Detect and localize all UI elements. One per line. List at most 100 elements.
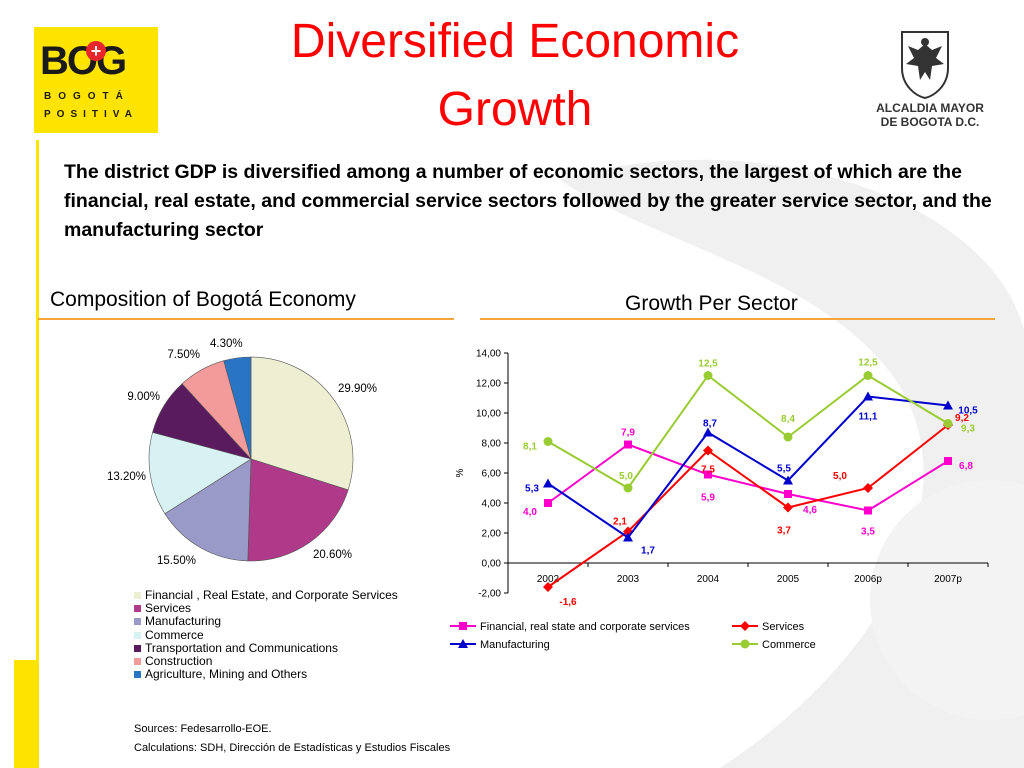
data-label: 5,0 bbox=[619, 471, 633, 482]
line-legend-item: Commerce bbox=[732, 639, 816, 651]
series-0: 4,0 7,9 5,9 4,6 3,5 6,8 bbox=[523, 428, 973, 538]
data-label: 8,4 bbox=[781, 414, 795, 425]
logo-text: BOG bbox=[40, 39, 127, 83]
data-point bbox=[783, 502, 793, 513]
y-tick-label: 0,00 bbox=[482, 559, 502, 570]
title-line2: Growth bbox=[437, 83, 593, 136]
data-label: 11,1 bbox=[859, 412, 878, 423]
data-point bbox=[543, 582, 553, 592]
logo-plus-icon: + bbox=[86, 41, 106, 61]
intro-paragraph: The district GDP is diversified among a … bbox=[64, 161, 992, 241]
pie-legend-swatch bbox=[134, 618, 141, 626]
y-axis-label: % bbox=[455, 468, 466, 477]
data-label: 8,1 bbox=[523, 442, 537, 453]
data-label: -1,6 bbox=[559, 597, 577, 608]
data-point bbox=[703, 371, 713, 380]
data-point bbox=[864, 506, 872, 515]
logo-line1: BOGOTÁ bbox=[44, 91, 130, 102]
pie-slice-label: 13.20% bbox=[107, 471, 146, 483]
pie-legend-item: Construction bbox=[134, 654, 398, 668]
line-section-title: Growth Per Sector bbox=[625, 292, 798, 315]
line-legend-item: Manufacturing bbox=[450, 639, 550, 651]
alcaldia-line1: ALCALDIA MAYOR bbox=[876, 101, 984, 115]
data-label: 12,5 bbox=[698, 359, 718, 370]
legend-label: Services bbox=[762, 621, 805, 633]
data-point bbox=[783, 475, 793, 485]
alcaldia-line2: DE BOGOTA D.C. bbox=[880, 115, 980, 129]
y-tick-label: 6,00 bbox=[482, 469, 502, 480]
data-point bbox=[863, 483, 873, 493]
pie-legend-item: Financial , Real Estate, and Corporate S… bbox=[134, 588, 398, 602]
pie-legend-item: Agriculture, Mining and Others bbox=[134, 668, 398, 681]
data-point bbox=[704, 470, 712, 479]
pie-section-rule bbox=[38, 318, 454, 320]
y-tick-label: 4,00 bbox=[482, 499, 502, 510]
y-tick-label: 14,00 bbox=[476, 349, 501, 360]
line-legend-item: Services bbox=[732, 621, 805, 633]
data-label: 2,1 bbox=[613, 517, 627, 528]
series-line bbox=[547, 443, 949, 512]
pie-legend-swatch bbox=[134, 605, 141, 613]
legend-label: Manufacturing bbox=[480, 639, 550, 651]
data-point bbox=[623, 532, 633, 542]
pie-legend-label: Manufacturing bbox=[145, 614, 222, 629]
y-tick-label: 12,00 bbox=[476, 379, 501, 390]
logo-line2: POSITIVA bbox=[44, 109, 138, 120]
pie-slice bbox=[164, 458, 252, 562]
data-point bbox=[784, 490, 792, 498]
data-label: 8,7 bbox=[703, 419, 717, 430]
y-tick-label: -2,00 bbox=[478, 589, 501, 600]
pie-section-title: Composition of Bogotá Economy bbox=[50, 288, 356, 311]
series-2: 5,3 1,7 8,7 5,5 11,1 10,5 bbox=[525, 391, 978, 557]
pie-slice-label: 15.50% bbox=[157, 555, 196, 567]
page-title: Diversified Economic Growth bbox=[180, 8, 850, 144]
data-point bbox=[623, 483, 633, 493]
data-point bbox=[783, 432, 793, 442]
series-line bbox=[547, 395, 949, 539]
coat-of-arms-icon bbox=[901, 31, 949, 100]
data-point bbox=[459, 622, 467, 630]
data-point bbox=[703, 445, 713, 456]
pie-slice bbox=[247, 458, 349, 562]
sources-note: Sources: Fedesarrollo-EOE. bbox=[134, 723, 272, 735]
pie-legend-label: Commerce bbox=[145, 627, 204, 642]
data-point bbox=[624, 440, 632, 449]
data-point bbox=[544, 499, 552, 507]
data-label: 4,0 bbox=[523, 507, 537, 518]
pie-legend-item: Manufacturing bbox=[134, 615, 398, 628]
data-point bbox=[740, 621, 750, 631]
data-label: 9,2 bbox=[955, 413, 969, 424]
data-label: 10,5 bbox=[958, 406, 978, 417]
pie-legend: Financial , Real Estate, and Corporate S… bbox=[134, 588, 398, 681]
data-label: 12,5 bbox=[858, 358, 878, 369]
data-point bbox=[863, 371, 873, 380]
data-label: 5,0 bbox=[833, 471, 847, 482]
pie-legend-swatch bbox=[134, 657, 141, 665]
pie-legend-item: Commerce bbox=[134, 627, 398, 642]
pie-slice bbox=[250, 356, 354, 491]
data-label: 9,3 bbox=[961, 424, 975, 435]
pie-slices bbox=[148, 356, 354, 562]
line-section-rule bbox=[480, 318, 995, 320]
series-1: -1,6 2,1 7,5 3,7 5,0 9,2 bbox=[543, 413, 969, 608]
alcaldia-logo: ALCALDIA MAYOR DE BOGOTA D.C. bbox=[850, 28, 1000, 138]
calculations-note: Calculations: SDH, Dirección de Estadíst… bbox=[134, 742, 451, 754]
data-label: 6,8 bbox=[959, 461, 973, 472]
x-tick-label: 2007p bbox=[934, 574, 962, 585]
title-line1: Diversified Economic bbox=[290, 15, 740, 68]
data-label: 3,5 bbox=[861, 527, 875, 538]
y-tick-label: 2,00 bbox=[482, 529, 502, 540]
pie-slice-label: 29.90% bbox=[338, 383, 377, 395]
data-point bbox=[740, 639, 750, 649]
pie-legend-swatch bbox=[134, 644, 141, 652]
pie-legend-item: Services bbox=[134, 602, 398, 615]
pie-slice bbox=[223, 356, 252, 460]
pie-slice-label: 4.30% bbox=[210, 338, 243, 350]
bogota-positiva-logo: BOG + BOGOTÁ POSITIVA bbox=[34, 27, 158, 133]
data-label: 7,5 bbox=[701, 465, 715, 476]
data-point bbox=[458, 639, 468, 648]
pie-slice bbox=[148, 432, 252, 515]
